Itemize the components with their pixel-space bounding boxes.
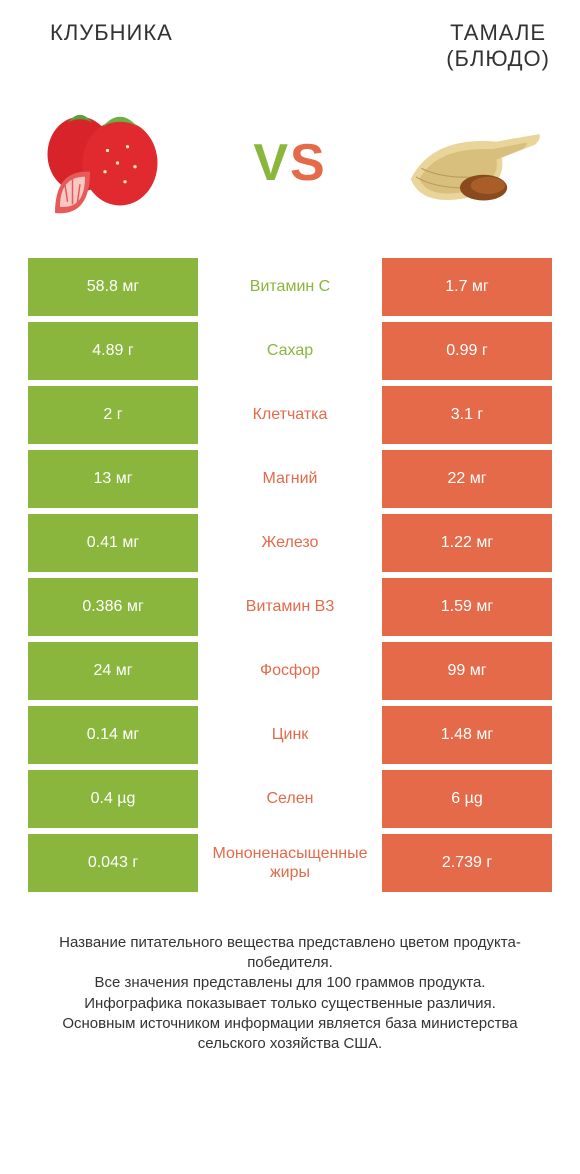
- table-row: 0.41 мгЖелезо1.22 мг: [28, 514, 552, 572]
- title-right-line1: ТАМАЛЕ: [446, 20, 550, 46]
- cell-left-value: 58.8 мг: [28, 258, 198, 316]
- cell-right-value: 2.739 г: [382, 834, 552, 892]
- cell-nutrient-label: Магний: [198, 450, 382, 508]
- vs-v: V: [253, 134, 290, 192]
- cell-left-value: 0.386 мг: [28, 578, 198, 636]
- title-left: КЛУБНИКА: [50, 20, 173, 46]
- cell-right-value: 6 µg: [382, 770, 552, 828]
- cell-right-value: 0.99 г: [382, 322, 552, 380]
- cell-nutrient-label: Мононенасыщенные жиры: [198, 834, 382, 892]
- vs-s: S: [290, 134, 327, 192]
- table-row: 0.043 гМононенасыщенные жиры2.739 г: [28, 834, 552, 892]
- header: КЛУБНИКА ТАМАЛЕ (БЛЮДО): [0, 0, 580, 83]
- cell-nutrient-label: Клетчатка: [198, 386, 382, 444]
- vs-label: VS: [253, 133, 326, 193]
- cell-left-value: 24 мг: [28, 642, 198, 700]
- table-row: 4.89 гСахар0.99 г: [28, 322, 552, 380]
- cell-nutrient-label: Селен: [198, 770, 382, 828]
- cell-left-value: 4.89 г: [28, 322, 198, 380]
- cell-right-value: 1.48 мг: [382, 706, 552, 764]
- footnote: Название питательного вещества представл…: [0, 898, 580, 1075]
- cell-right-value: 22 мг: [382, 450, 552, 508]
- table-row: 13 мгМагний22 мг: [28, 450, 552, 508]
- cell-right-value: 1.22 мг: [382, 514, 552, 572]
- cell-nutrient-label: Цинк: [198, 706, 382, 764]
- title-right: ТАМАЛЕ (БЛЮДО): [446, 20, 550, 73]
- table-row: 2 гКлетчатка3.1 г: [28, 386, 552, 444]
- table-row: 58.8 мгВитамин C1.7 мг: [28, 258, 552, 316]
- cell-right-value: 99 мг: [382, 642, 552, 700]
- cell-nutrient-label: Витамин C: [198, 258, 382, 316]
- cell-nutrient-label: Железо: [198, 514, 382, 572]
- cell-right-value: 1.7 мг: [382, 258, 552, 316]
- cell-right-value: 1.59 мг: [382, 578, 552, 636]
- footnote-line: Все значения представлены для 100 граммо…: [95, 974, 486, 991]
- cell-nutrient-label: Сахар: [198, 322, 382, 380]
- cell-left-value: 0.4 µg: [28, 770, 198, 828]
- footnote-line: Инфографика показывает только существенн…: [84, 995, 496, 1012]
- cell-left-value: 0.14 мг: [28, 706, 198, 764]
- title-right-line2: (БЛЮДО): [446, 46, 550, 72]
- strawberry-image: [30, 93, 180, 233]
- table-row: 0.14 мгЦинк1.48 мг: [28, 706, 552, 764]
- cell-nutrient-label: Фосфор: [198, 642, 382, 700]
- table-row: 0.4 µgСелен6 µg: [28, 770, 552, 828]
- images-row: VS: [0, 83, 580, 258]
- cell-left-value: 13 мг: [28, 450, 198, 508]
- footnote-line: Название питательного вещества представл…: [59, 934, 521, 971]
- tamale-image: [400, 93, 550, 233]
- table-row: 0.386 мгВитамин B31.59 мг: [28, 578, 552, 636]
- cell-left-value: 0.043 г: [28, 834, 198, 892]
- comparison-table: 58.8 мгВитамин C1.7 мг 4.89 гСахар0.99 г 2…: [0, 258, 580, 892]
- infographic: КЛУБНИКА ТАМАЛЕ (БЛЮДО): [0, 0, 580, 1174]
- cell-right-value: 3.1 г: [382, 386, 552, 444]
- cell-left-value: 2 г: [28, 386, 198, 444]
- cell-left-value: 0.41 мг: [28, 514, 198, 572]
- cell-nutrient-label: Витамин B3: [198, 578, 382, 636]
- footnote-line: Основным источником информации является …: [62, 1015, 517, 1052]
- table-row: 24 мгФосфор99 мг: [28, 642, 552, 700]
